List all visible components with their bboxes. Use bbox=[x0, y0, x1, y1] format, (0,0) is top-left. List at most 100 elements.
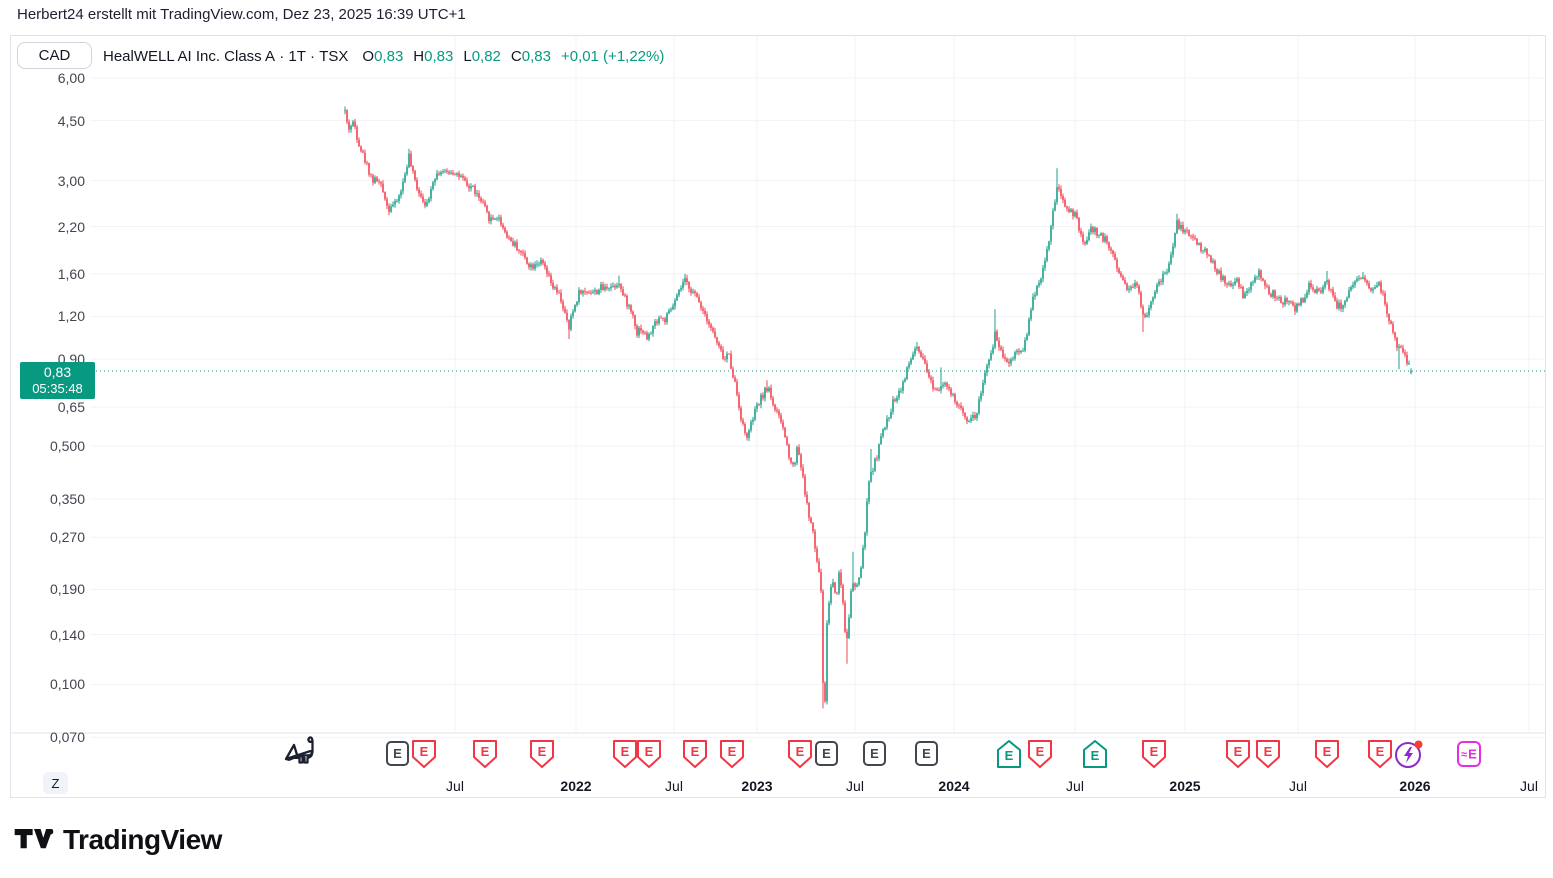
price-tick-label: 0,070 bbox=[49, 729, 85, 746]
svg-text:E: E bbox=[393, 746, 402, 761]
earnings-reported-icon[interactable]: E bbox=[912, 739, 942, 774]
svg-text:E: E bbox=[538, 744, 547, 759]
tradingview-logo-icon bbox=[14, 828, 54, 849]
earnings-miss-icon[interactable]: E bbox=[527, 739, 557, 774]
svg-text:E: E bbox=[645, 744, 654, 759]
svg-text:E: E bbox=[1264, 744, 1273, 759]
tradingview-logo-text[interactable]: TradingView bbox=[63, 824, 222, 855]
time-tick-year-label: 2026 bbox=[1399, 778, 1431, 794]
earnings-estimate-icon[interactable]: ≈ E bbox=[1454, 739, 1484, 774]
svg-text:E: E bbox=[481, 744, 490, 759]
svg-text:E: E bbox=[1036, 744, 1045, 759]
earnings-miss-icon[interactable]: E bbox=[1253, 739, 1283, 774]
earnings-miss-icon[interactable]: E bbox=[785, 739, 815, 774]
earnings-miss-icon[interactable]: E bbox=[470, 739, 500, 774]
earnings-reported-icon[interactable]: E bbox=[383, 739, 413, 774]
last-price-value: 0,83 bbox=[43, 363, 72, 380]
price-tick-label: 0,190 bbox=[49, 581, 85, 598]
time-tick-year-label: 2024 bbox=[938, 778, 970, 794]
open-label: O bbox=[362, 47, 375, 65]
price-tick-label: 3,00 bbox=[57, 172, 85, 189]
svg-text:E: E bbox=[420, 744, 429, 759]
price-tick-label: 4,50 bbox=[57, 112, 85, 129]
svg-text:E: E bbox=[728, 744, 737, 759]
earnings-miss-icon[interactable]: E bbox=[680, 739, 710, 774]
price-tick-label: 2,20 bbox=[57, 218, 85, 235]
earnings-beat-icon[interactable]: E bbox=[1080, 739, 1110, 774]
svg-text:E: E bbox=[1091, 748, 1100, 763]
price-tick-label: 0,140 bbox=[49, 626, 85, 643]
price-tick-label: 6,00 bbox=[57, 70, 85, 86]
exchange-label: TSX bbox=[319, 47, 349, 65]
time-tick-month-label: Jul bbox=[665, 778, 683, 794]
footer: TradingView bbox=[14, 818, 222, 862]
svg-text:≈: ≈ bbox=[1461, 749, 1467, 761]
svg-text:E: E bbox=[1234, 744, 1243, 759]
earnings-miss-icon[interactable]: E bbox=[1312, 739, 1342, 774]
svg-text:E: E bbox=[796, 744, 805, 759]
close-value: 0,83 bbox=[521, 47, 551, 65]
up-candle-bodies bbox=[344, 110, 1412, 702]
svg-text:E: E bbox=[1150, 744, 1159, 759]
svg-text:E: E bbox=[1005, 748, 1014, 763]
earnings-miss-icon[interactable]: E bbox=[717, 739, 747, 774]
svg-text:E: E bbox=[922, 746, 931, 761]
change-value: +0,01 (+1,22%) bbox=[560, 47, 665, 65]
price-tick-label: 0,500 bbox=[49, 438, 85, 454]
ohlc-values: O0,83 H0,83 L0,82 C0,83 +0,01 (+1,22%) bbox=[362, 48, 664, 65]
time-tick-year-label: 2023 bbox=[741, 778, 773, 794]
time-tick-month-label: Jul bbox=[446, 778, 464, 794]
earnings-miss-icon[interactable]: E bbox=[634, 739, 664, 774]
time-tick-year-label: 2025 bbox=[1169, 778, 1201, 794]
price-tick-label: 1,20 bbox=[57, 308, 85, 325]
legend-separator: · bbox=[305, 47, 320, 65]
down-candle-bodies bbox=[346, 110, 1408, 702]
live-event-icon[interactable] bbox=[1394, 739, 1424, 774]
earnings-miss-icon[interactable]: E bbox=[1223, 739, 1253, 774]
time-tick-month-label: Jul bbox=[1520, 778, 1538, 794]
price-tick-label: 0,270 bbox=[49, 529, 85, 546]
earnings-beat-icon[interactable]: E bbox=[994, 739, 1024, 774]
bar-countdown: 05:35:48 bbox=[32, 381, 83, 397]
price-tick-label: 1,60 bbox=[57, 265, 85, 282]
price-tick-label: 0,100 bbox=[49, 676, 85, 693]
chart-panel bbox=[10, 35, 1546, 798]
price-tick-label: 0,350 bbox=[49, 490, 85, 507]
up-candle-wicks bbox=[344, 106, 1412, 705]
dinosaur-icon bbox=[284, 736, 314, 764]
time-tick-year-label: 2022 bbox=[560, 778, 592, 794]
time-tick-month-label: Jul bbox=[1066, 778, 1084, 794]
svg-text:E: E bbox=[870, 746, 879, 761]
high-label: H bbox=[413, 47, 425, 65]
last-price-badge: 0,83 05:35:48 bbox=[20, 362, 95, 399]
symbol-title: HealWELL AI Inc. Class A bbox=[103, 47, 276, 65]
timezone-button[interactable]: Z bbox=[43, 772, 68, 794]
high-value: 0,83 bbox=[424, 47, 454, 65]
low-value: 0,82 bbox=[471, 47, 501, 65]
svg-text:E: E bbox=[822, 746, 831, 761]
earnings-reported-icon[interactable]: E bbox=[812, 739, 842, 774]
interval-label: 1T bbox=[288, 47, 306, 65]
price-tick-label: 0,65 bbox=[57, 399, 85, 416]
attribution-text: Herbert24 erstellt mit TradingView.com, … bbox=[17, 6, 466, 23]
earnings-miss-icon[interactable]: E bbox=[610, 739, 640, 774]
earnings-miss-icon[interactable]: E bbox=[1025, 739, 1055, 774]
svg-text:E: E bbox=[1376, 744, 1385, 759]
svg-text:E: E bbox=[621, 744, 630, 759]
earnings-miss-icon[interactable]: E bbox=[409, 739, 439, 774]
low-label: L bbox=[463, 47, 472, 65]
earnings-miss-icon[interactable]: E bbox=[1139, 739, 1169, 774]
down-candle-wicks bbox=[346, 109, 1408, 709]
earnings-miss-icon[interactable]: E bbox=[1365, 739, 1395, 774]
open-value: 0,83 bbox=[374, 47, 404, 65]
close-label: C bbox=[510, 47, 522, 65]
currency-button[interactable]: CAD bbox=[17, 42, 92, 69]
legend-separator: · bbox=[275, 47, 289, 65]
time-tick-month-label: Jul bbox=[846, 778, 864, 794]
time-tick-month-label: Jul bbox=[1289, 778, 1307, 794]
chart-legend[interactable]: HealWELL AI Inc. Class A · 1T · TSX O0,8… bbox=[103, 44, 664, 68]
svg-text:E: E bbox=[1323, 744, 1332, 759]
svg-text:E: E bbox=[1468, 747, 1477, 762]
earnings-reported-icon[interactable]: E bbox=[860, 739, 890, 774]
